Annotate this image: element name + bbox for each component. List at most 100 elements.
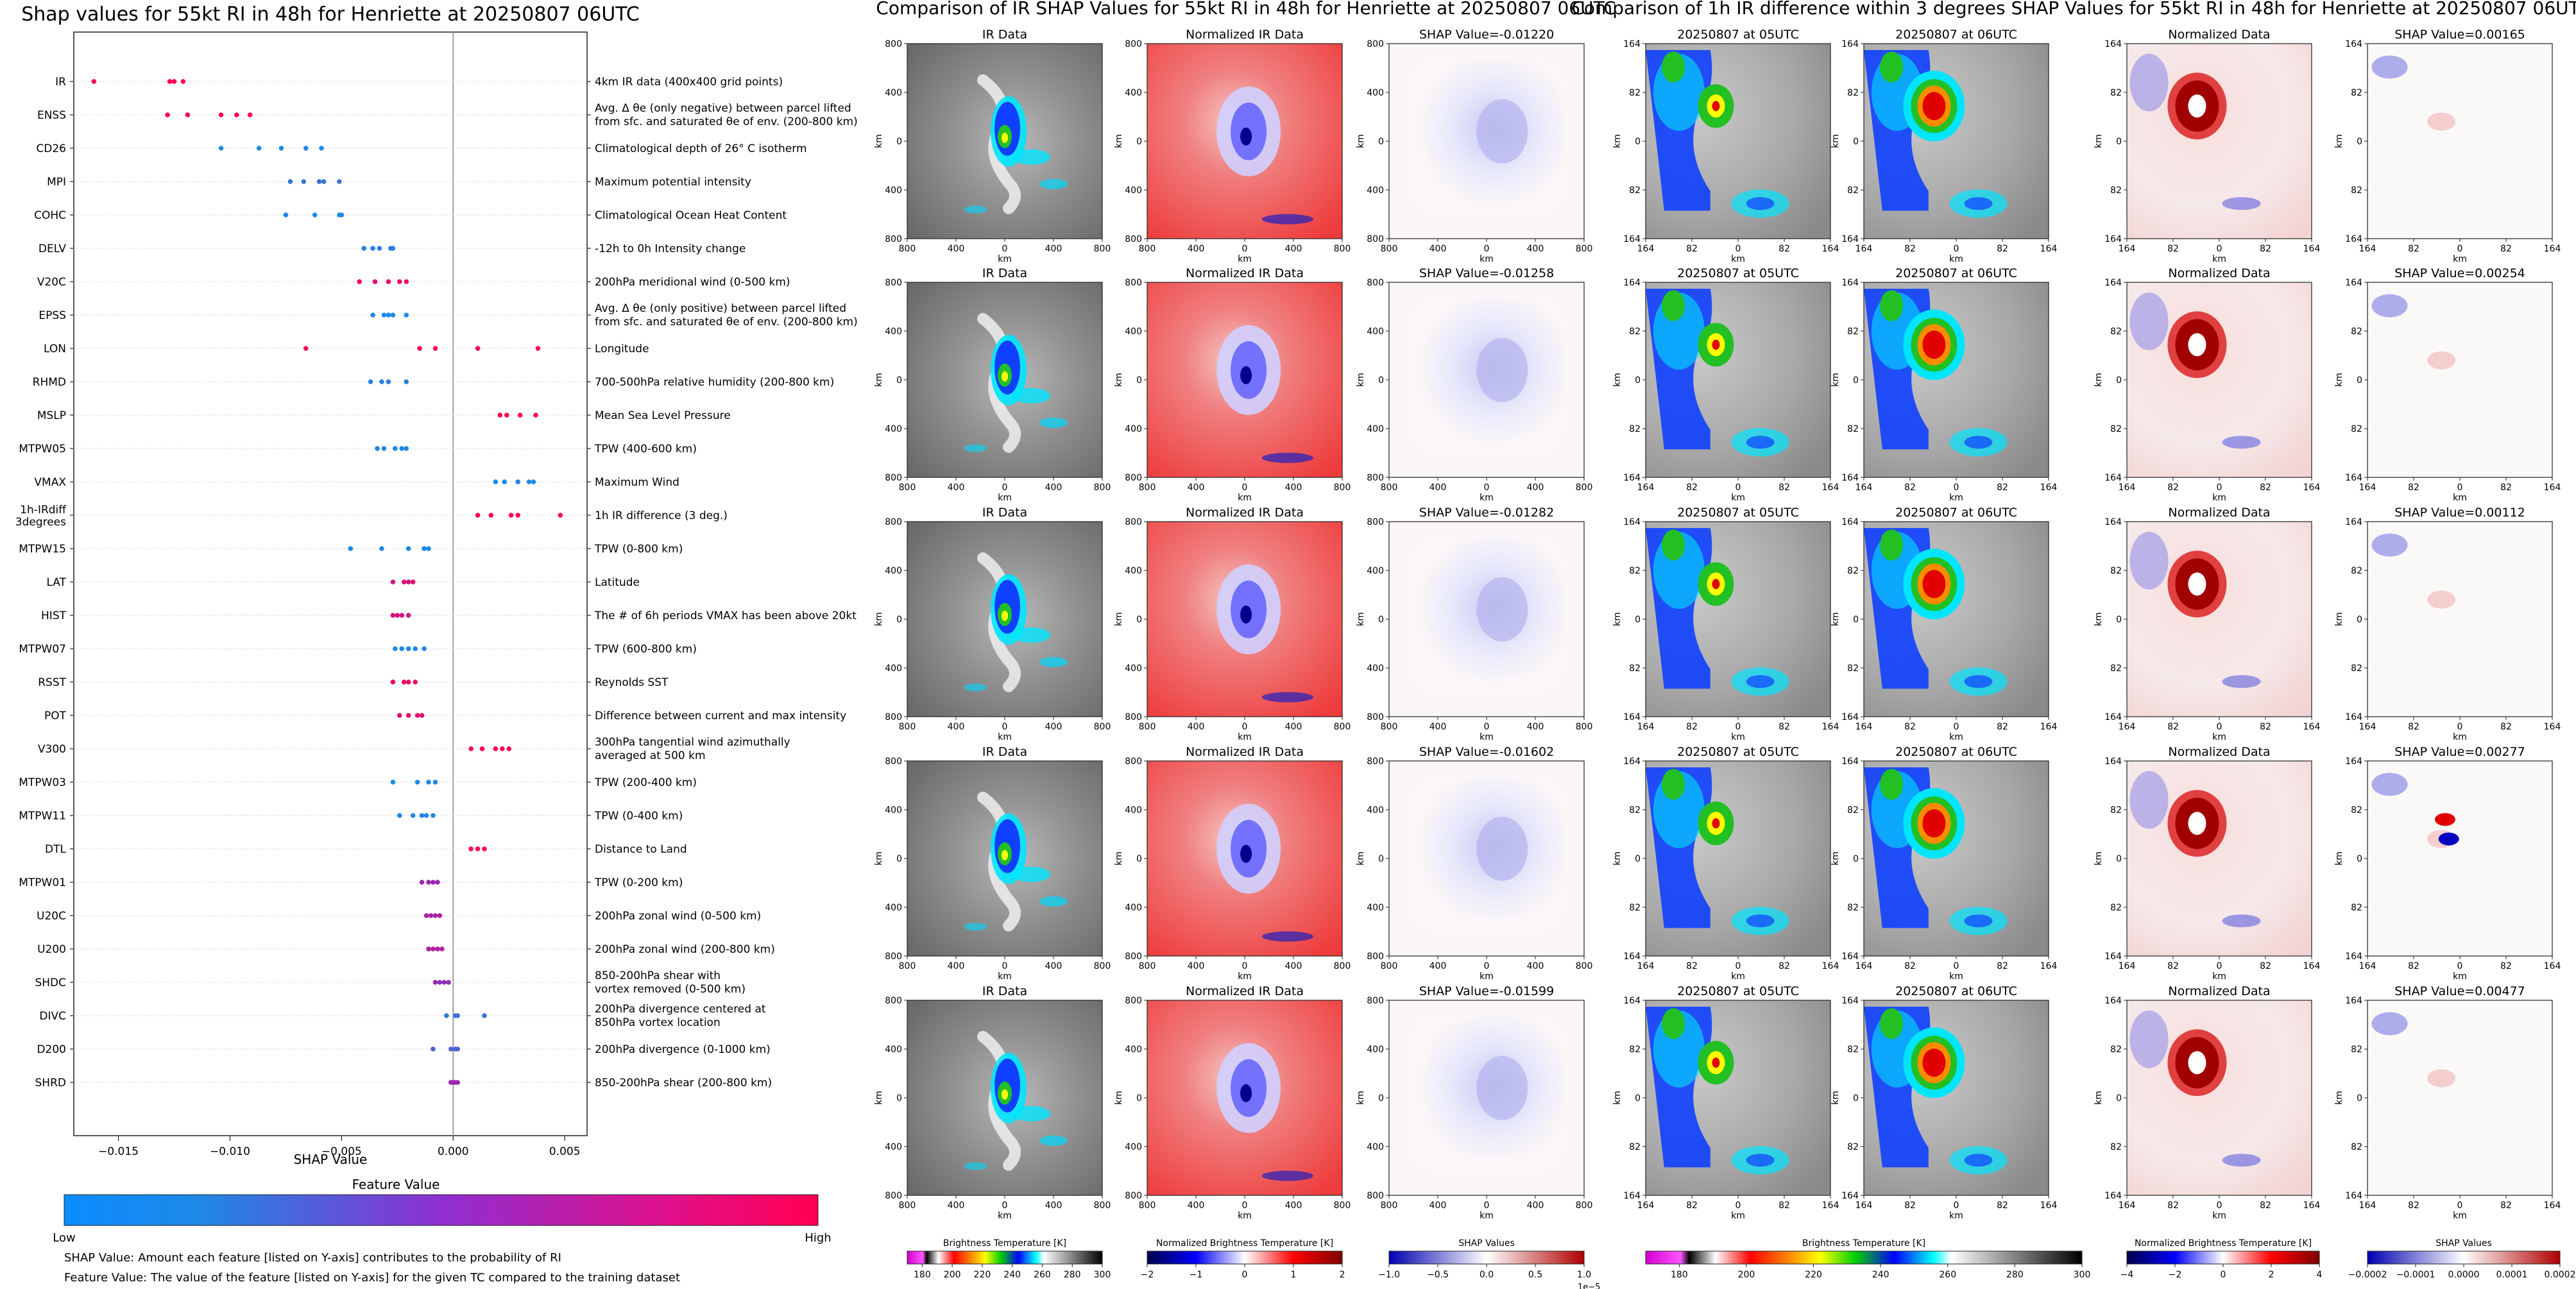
xtick-label: 800 [1094,482,1111,493]
ytick-label: 164 [1623,952,1641,962]
feature-label: LAT [46,576,66,589]
cold-patch-lower [2222,197,2261,210]
ytick-label: 82 [1629,185,1641,196]
ytick-label: 800 [885,473,902,483]
cold-patch [2129,292,2169,350]
diff-row-1: 20250807 at 05UTC1641648282008282164164k… [1612,28,2561,264]
feature-label: V20C [37,276,66,289]
ytick-label: 82 [2110,424,2122,434]
shap-point [405,646,411,651]
diff-row-2: 20250807 at 05UTC1641648282008282164164k… [1612,266,2561,503]
xtick-label: 400 [1527,1200,1544,1211]
x-axis-label: km [2212,493,2226,503]
feature-row-epss: EPSS Avg. Δ θe (only positive) between pa… [38,302,857,329]
ytick-label: 800 [1367,1191,1384,1201]
xtick-label: 164 [1637,1200,1655,1211]
panel-title: Normalized IR Data [1186,984,1304,998]
ytick-label: 82 [2351,424,2362,434]
shap-point [422,646,427,651]
eye-red [1922,1048,1946,1077]
xtick-label: 164 [1855,482,1873,493]
ytick-label: 164 [1841,996,1859,1006]
x-axis-label: km [1949,971,1963,982]
colorbar-tick-label: 2 [1340,1270,1345,1280]
shap-core [1476,337,1528,402]
shap-point [497,413,503,418]
cloud-fragment [1039,656,1068,667]
shap-pos-patch [2427,590,2456,609]
shap-point [414,713,420,718]
cloud-fragment [1012,627,1051,643]
shap-point [390,613,396,618]
cold-patch-lower [2222,1154,2261,1167]
xtick-label: 82 [2260,244,2271,254]
ytick-label: 164 [2104,952,2122,962]
ytick-label: 400 [1125,1142,1142,1152]
xtick-label: 0.000 [438,1145,469,1158]
shap-neg-patch [2371,1012,2408,1036]
y-axis-label: km [2094,851,2104,866]
feature-description: Climatological Ocean Heat Content [595,209,787,222]
xtick-label: 164 [2303,722,2321,732]
feature-row-v20c: V20C 200hPa meridional wind (0-500 km) [37,276,790,289]
xtick-label: 164 [2119,722,2136,732]
xtick-label: 400 [1045,961,1062,971]
xtick-label: 400 [1285,1200,1302,1211]
x-axis-label: km [1238,971,1252,982]
shap-point [435,946,440,952]
shap-neg-core [2438,832,2459,846]
ytick-label: 800 [1367,278,1384,288]
y-axis-label: km [1356,1091,1366,1105]
feature-row-u20c: U20C 200hPa zonal wind (0-500 km) [37,910,761,923]
shap-point [165,112,170,117]
feature-description: Reynolds SST [595,676,669,689]
ytick-label: 0 [2357,1093,2362,1104]
panel-title: 20250807 at 06UTC [1895,984,2017,998]
eye-center [2188,94,2206,118]
shap-point [414,780,420,785]
ytick-label: 164 [1623,473,1641,483]
xtick-label: 82 [1778,244,1790,254]
shap-panel: SHAP Value=-0.01258800800400400004004008… [1356,266,1592,503]
ytick-label: 400 [1367,185,1384,196]
cloud-fragment [1012,1105,1051,1122]
ytick-label: 164 [1841,756,1859,767]
xtick-label: 164 [2303,961,2321,971]
feature-description: Longitude [595,343,649,355]
xtick-label: 82 [2167,1200,2179,1211]
panel-title: IR Data [982,266,1027,280]
xtick-label: 82 [2260,722,2271,732]
feature-label: HIST [41,610,67,622]
normalized-diff-panel: Normalized Data1641648282008282164164kmk… [2094,28,2320,264]
ytick-label: 0 [1136,1093,1142,1104]
xtick-label: 164 [2303,1200,2321,1211]
colorbar-label: Brightness Temperature [K] [1802,1238,1925,1249]
feature-label: DELV [38,243,66,255]
y-axis-label: km [874,134,884,148]
y-axis-label: km [2094,373,2104,387]
xtick-label: 164 [1822,961,1839,971]
feature-row-vmax: VMAX Maximum Wind [34,476,679,489]
norm-fragment [1261,452,1313,463]
xtick-label: 800 [1094,1200,1111,1211]
x-axis-label: km [1731,254,1745,264]
xtick-label: 82 [1997,722,2008,732]
colorbar-exponent: 1e−5 [1578,1283,1600,1289]
footnote-shap: SHAP Value: Amount each feature [listed … [64,1251,561,1265]
xtick-label: 400 [1045,482,1062,493]
ytick-label: 164 [2104,39,2122,49]
shap-point [479,746,485,751]
cloud-fragment [964,683,987,692]
feature-label: MTPW05 [19,443,66,456]
feature-row-mtpw15: MTPW15 TPW (0-800 km) [19,543,683,556]
feature-description: 300hPa tangential wind azimuthally [595,736,790,749]
y-axis-label: km [1830,612,1841,626]
ytick-label: 800 [885,996,902,1006]
panel-title: 20250807 at 05UTC [1677,984,1799,998]
xtick-label: 0 [1954,244,1959,254]
ytick-label: 82 [2110,663,2122,674]
shap-point [393,446,398,451]
xtick-label: 400 [1045,244,1062,254]
shap-point [431,946,436,952]
x-axis-label: km [1238,493,1252,503]
